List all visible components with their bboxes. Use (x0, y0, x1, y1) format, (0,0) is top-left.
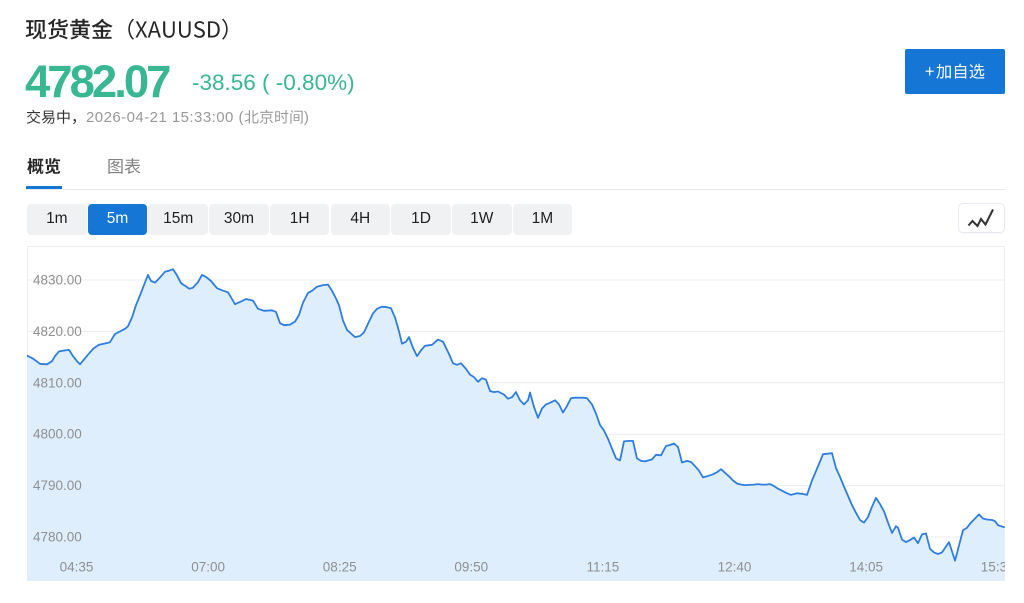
svg-text:4830.00: 4830.00 (33, 273, 82, 288)
svg-text:14:05: 14:05 (849, 560, 883, 575)
svg-text:4810.00: 4810.00 (33, 375, 82, 390)
svg-text:4820.00: 4820.00 (33, 324, 82, 339)
svg-text:07:00: 07:00 (191, 560, 225, 575)
svg-text:4800.00: 4800.00 (33, 427, 82, 442)
svg-text:09:50: 09:50 (454, 560, 488, 575)
svg-text:04:35: 04:35 (60, 560, 94, 575)
svg-text:4780.00: 4780.00 (33, 530, 82, 545)
svg-text:15:30: 15:30 (981, 560, 1005, 575)
svg-text:12:40: 12:40 (718, 560, 752, 575)
svg-text:11:15: 11:15 (587, 560, 620, 575)
svg-text:08:25: 08:25 (323, 560, 357, 575)
svg-text:4790.00: 4790.00 (33, 478, 82, 493)
